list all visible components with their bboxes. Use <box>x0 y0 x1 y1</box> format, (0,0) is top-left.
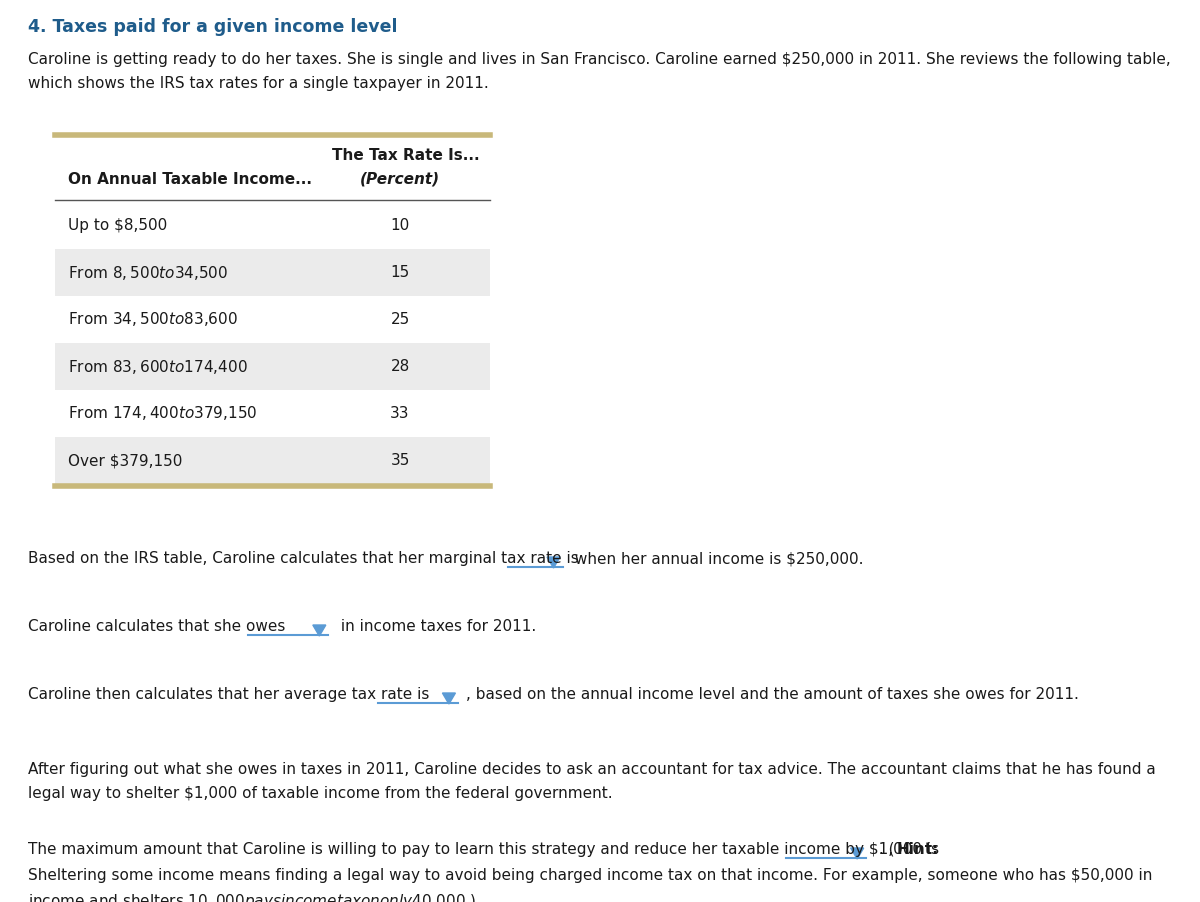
Text: On Annual Taxable Income...: On Annual Taxable Income... <box>68 172 312 187</box>
Text: income and shelters $10,000 pays income tax on only $40,000.): income and shelters $10,000 pays income … <box>28 892 476 902</box>
Text: From $34,500 to $83,600: From $34,500 to $83,600 <box>68 310 238 328</box>
Text: 25: 25 <box>390 312 409 327</box>
Text: After figuring out what she owes in taxes in 2011, Caroline decides to ask an ac: After figuring out what she owes in taxe… <box>28 762 1156 777</box>
Text: 10: 10 <box>390 218 409 233</box>
Polygon shape <box>547 557 560 568</box>
Text: which shows the IRS tax rates for a single taxpayer in 2011.: which shows the IRS tax rates for a sing… <box>28 76 488 91</box>
Text: Caroline calculates that she owes: Caroline calculates that she owes <box>28 619 290 634</box>
Bar <box>55 437 490 484</box>
Text: (Percent): (Percent) <box>360 172 440 187</box>
Text: 15: 15 <box>390 265 409 280</box>
Bar <box>55 343 490 390</box>
Text: . (: . ( <box>874 842 895 857</box>
Text: From $8,500 to $34,500: From $8,500 to $34,500 <box>68 263 228 281</box>
Text: 4. Taxes paid for a given income level: 4. Taxes paid for a given income level <box>28 18 397 36</box>
Bar <box>55 249 490 296</box>
Text: in income taxes for 2011.: in income taxes for 2011. <box>336 619 536 634</box>
Text: The maximum amount that Caroline is willing to pay to learn this strategy and re: The maximum amount that Caroline is will… <box>28 842 944 857</box>
Text: 28: 28 <box>390 359 409 374</box>
Text: From $174,400 to $379,150: From $174,400 to $379,150 <box>68 404 258 422</box>
Text: Hint:: Hint: <box>896 842 938 857</box>
Text: , based on the annual income level and the amount of taxes she owes for 2011.: , based on the annual income level and t… <box>466 687 1079 702</box>
Text: Based on the IRS table, Caroline calculates that her marginal tax rate is: Based on the IRS table, Caroline calcula… <box>28 551 583 566</box>
Polygon shape <box>313 625 326 636</box>
Text: 35: 35 <box>390 453 409 468</box>
Text: Up to $8,500: Up to $8,500 <box>68 218 167 233</box>
Text: Caroline is getting ready to do her taxes. She is single and lives in San Franci: Caroline is getting ready to do her taxe… <box>28 52 1171 67</box>
Text: Sheltering some income means finding a legal way to avoid being charged income t: Sheltering some income means finding a l… <box>28 868 1152 883</box>
Text: From $83,600 to $174,400: From $83,600 to $174,400 <box>68 357 247 375</box>
Text: when her annual income is $250,000.: when her annual income is $250,000. <box>570 551 863 566</box>
Text: Over $379,150: Over $379,150 <box>68 453 182 468</box>
Text: legal way to shelter $1,000 of taxable income from the federal government.: legal way to shelter $1,000 of taxable i… <box>28 786 613 801</box>
Polygon shape <box>851 848 864 859</box>
Polygon shape <box>443 693 456 704</box>
Text: 33: 33 <box>390 406 409 421</box>
Text: The Tax Rate Is...: The Tax Rate Is... <box>332 148 480 163</box>
Text: Caroline then calculates that her average tax rate is: Caroline then calculates that her averag… <box>28 687 434 702</box>
